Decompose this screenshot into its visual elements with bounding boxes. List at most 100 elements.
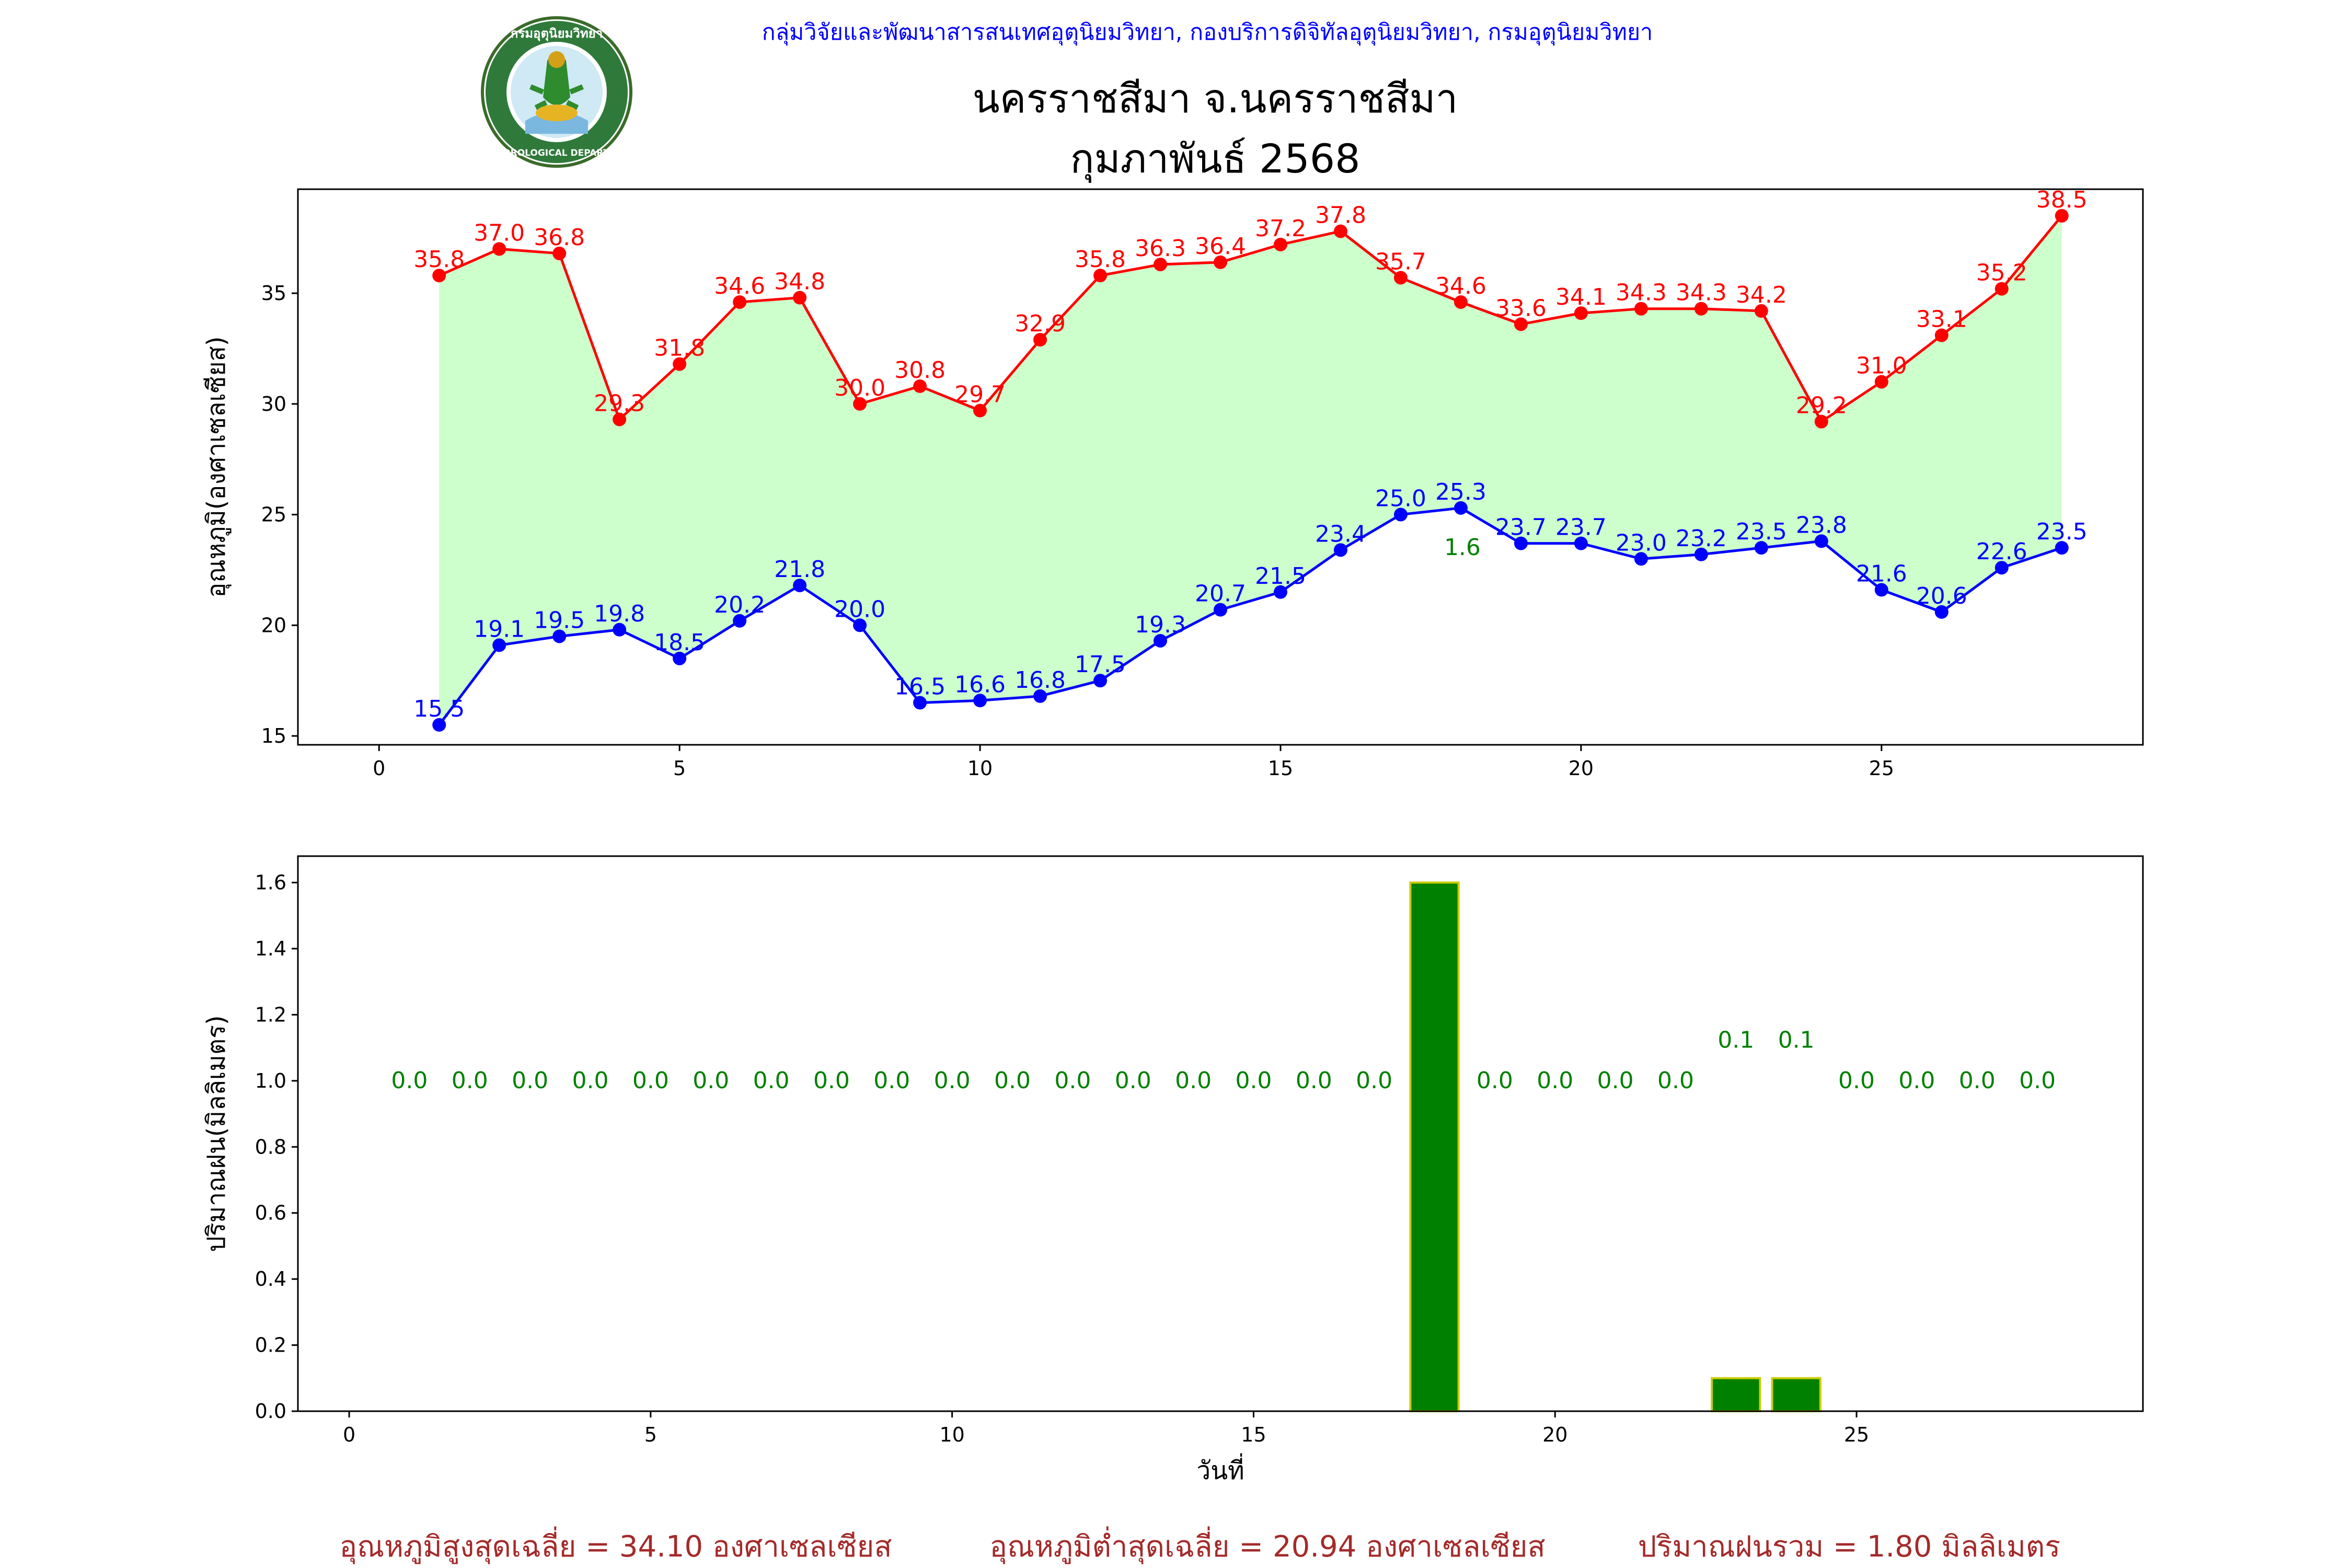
max-temp-label: 31.0 — [1856, 352, 1907, 379]
max-temp-label: 33.1 — [1916, 306, 1967, 333]
rain-y-tick-label: 0.0 — [255, 1400, 286, 1423]
min-temp-label: 25.3 — [1435, 479, 1486, 505]
rain-y-tick-label: 0.4 — [255, 1267, 286, 1290]
max-temp-point — [1694, 302, 1708, 316]
rain-value-label: 0.0 — [1898, 1067, 1935, 1094]
max-temp-point — [492, 242, 506, 256]
max-temp-label: 31.8 — [654, 335, 705, 362]
max-temp-point — [1333, 224, 1347, 238]
min-temp-point — [1754, 541, 1768, 555]
max-temp-label: 38.5 — [2036, 187, 2088, 213]
min-temp-point — [1574, 536, 1588, 550]
temp-x-tick-label: 15 — [1268, 757, 1293, 780]
rain-bar — [1711, 1377, 1761, 1412]
max-temp-point — [432, 269, 446, 283]
logo-text-top: กรมอุตุนิยมวิทยา — [511, 26, 603, 42]
temp-rain-annotation: 1.6 — [1444, 534, 1481, 561]
rain-value-label: 0.0 — [632, 1067, 669, 1094]
rain-value-label: 0.0 — [753, 1067, 790, 1094]
rain-value-label: 0.0 — [391, 1067, 428, 1094]
min-temp-label: 20.7 — [1195, 581, 1246, 607]
temp-x-tick-label: 20 — [1569, 757, 1594, 780]
footer-avg-min: อุณหภูมิต่ำสุดเฉลี่ย = 20.94 องศาเซลเซีย… — [989, 1526, 1545, 1564]
max-temp-point — [973, 403, 987, 418]
max-temp-label: 36.8 — [534, 224, 585, 251]
max-temp-label: 35.7 — [1375, 248, 1426, 275]
min-temp-point — [2055, 541, 2069, 555]
min-temp-point — [1994, 561, 2009, 575]
max-temp-point — [613, 412, 627, 426]
rain-axes: 0 5 10 15 20 25 0.0 0.2 0.4 0.6 0.8 1.0 1.2 1.4 1.6 — [255, 871, 1870, 1446]
max-temp-label: 34.3 — [1616, 280, 1667, 306]
rain-x-tick-label: 25 — [1844, 1423, 1869, 1446]
max-temp-label: 32.9 — [1014, 310, 1066, 337]
min-temp-point — [913, 696, 927, 710]
rain-value-label: 0.0 — [1296, 1067, 1332, 1094]
max-temp-label: 34.8 — [774, 269, 825, 295]
max-temp-label: 34.1 — [1555, 284, 1607, 310]
rain-y-tick-label: 1.4 — [255, 937, 286, 960]
temp-x-tick-label: 25 — [1869, 757, 1894, 780]
min-temp-point — [1214, 603, 1227, 617]
max-temp-point — [1273, 237, 1287, 251]
max-temp-line — [439, 215, 2063, 424]
max-temp-label: 29.2 — [1796, 393, 1847, 419]
temperature-labels: 35.8 15.5 37.0 19.1 36.8 19.5 29.3 19.8 31.8 18.5… — [413, 187, 2088, 722]
rain-value-label: 0.0 — [1235, 1067, 1272, 1094]
min-temp-label: 18.5 — [654, 629, 705, 656]
min-temp-label: 23.7 — [1495, 514, 1547, 541]
min-temp-point — [1814, 534, 1828, 548]
min-temp-label: 23.5 — [2036, 518, 2088, 545]
max-temp-label: 33.6 — [1495, 295, 1547, 321]
min-temp-point — [733, 614, 747, 628]
max-temp-point — [1574, 306, 1588, 320]
min-temp-point — [613, 622, 627, 637]
min-temp-label: 21.8 — [774, 556, 825, 583]
rain-value-label: 0.0 — [1054, 1067, 1091, 1094]
max-temp-label: 35.8 — [1075, 246, 1126, 273]
max-temp-label: 36.3 — [1135, 235, 1186, 262]
min-temp-point — [1874, 583, 1888, 597]
min-temp-point — [1393, 508, 1408, 522]
max-temp-label: 37.8 — [1315, 202, 1366, 228]
rain-value-label: 0.0 — [1657, 1067, 1694, 1094]
min-temp-label: 20.6 — [1916, 583, 1967, 609]
max-temp-label: 36.4 — [1195, 233, 1246, 260]
min-temp-label: 22.6 — [1976, 538, 2027, 565]
min-temp-label: 16.5 — [894, 674, 946, 700]
min-temp-label: 21.5 — [1255, 563, 1306, 590]
temperature-axes: 0 5 10 15 20 25 15 20 25 30 35 — [261, 282, 1894, 780]
rain-value-label: 0.0 — [1959, 1067, 1996, 1094]
min-temp-point — [492, 638, 506, 652]
min-temp-point — [1093, 674, 1108, 688]
max-temp-label: 37.0 — [474, 220, 525, 246]
max-temp-point — [1634, 302, 1648, 316]
max-temp-label: 30.0 — [834, 375, 885, 401]
rain-value-label: 0.0 — [813, 1067, 850, 1094]
temp-y-tick-label: 30 — [261, 393, 286, 416]
max-temp-point — [1393, 271, 1408, 285]
min-temp-point — [1154, 633, 1168, 648]
rain-value-label: 0.0 — [1537, 1067, 1573, 1094]
rain-value-label: 0.0 — [873, 1067, 910, 1094]
temperature-panel: 0 5 10 15 20 25 15 20 25 30 35 35.8 15.5 37.0 19.1 36.… — [202, 187, 2144, 780]
temp-y-tick-label: 35 — [261, 282, 286, 305]
rain-y-tick-label: 1.2 — [255, 1003, 286, 1026]
max-temp-label: 29.7 — [954, 382, 1006, 408]
station-title: นครราชสีมา จ.นครราชสีมา — [973, 75, 1458, 122]
max-temp-point — [853, 397, 867, 411]
min-temp-point — [1694, 547, 1708, 561]
max-temp-point — [1214, 255, 1227, 269]
max-temp-point — [1033, 332, 1047, 347]
min-temp-label: 16.8 — [1014, 667, 1066, 694]
max-temp-label: 35.2 — [1976, 260, 2027, 286]
rain-y-tick-label: 0.8 — [255, 1135, 286, 1158]
min-temp-label: 19.5 — [534, 607, 585, 633]
max-temp-point — [1814, 414, 1828, 429]
max-temp-label: 34.2 — [1736, 282, 1787, 308]
rain-y-tick-label: 0.2 — [255, 1334, 286, 1357]
rain-frame — [297, 855, 2144, 1412]
rain-y-tick-label: 1.0 — [255, 1069, 286, 1092]
rain-value-label: 0.0 — [452, 1067, 488, 1094]
rain-value-label: 0.1 — [1717, 1027, 1754, 1054]
